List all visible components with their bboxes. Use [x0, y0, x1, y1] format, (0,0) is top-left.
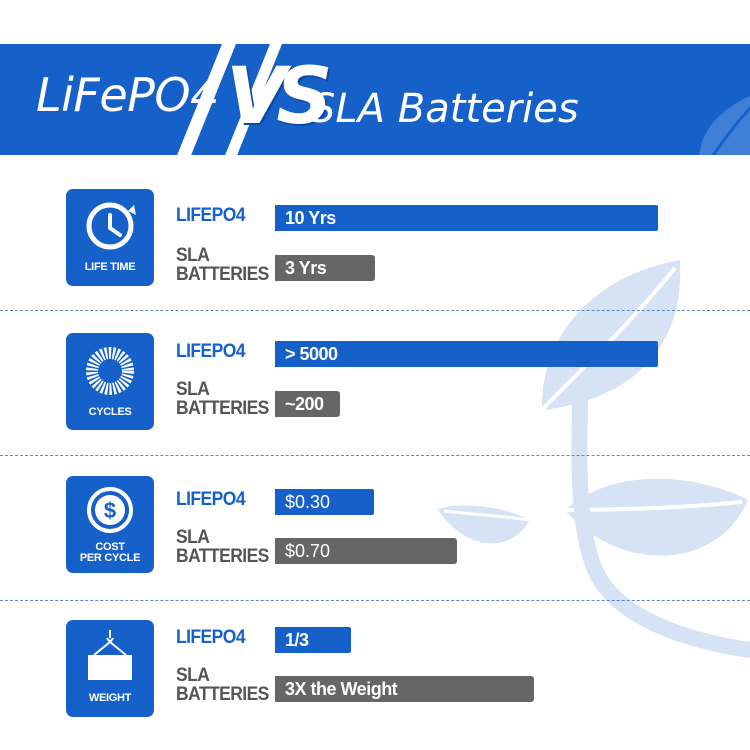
header-title-right: SLA Batteries — [310, 86, 579, 132]
lifepo4-label: LIFEPO4 — [176, 489, 246, 510]
cost-icon-label-line1: COST — [95, 541, 125, 553]
sla-batteries-label: SLA BATTERIES — [176, 379, 269, 419]
row-divider — [0, 455, 750, 456]
lifepo4-label: LIFEPO4 — [176, 627, 246, 648]
lifepo4-cycles-bar: > 5000 — [275, 341, 658, 367]
life-time-tile: LIFE TIME — [66, 189, 154, 286]
sla-life-bar: 3 Yrs — [275, 255, 375, 281]
svg-text:$: $ — [104, 498, 116, 523]
dollar-coin-icon: $ — [87, 487, 133, 533]
cycle-ring-icon — [86, 347, 134, 395]
cycles-icon-label: CYCLES — [88, 406, 132, 418]
clock-icon — [86, 202, 136, 251]
cost-per-cycle-tile: $ COST PER CYCLE — [66, 476, 154, 573]
sla-weight-bar: 3X the Weight — [275, 676, 534, 702]
hanging-weight-icon — [88, 630, 132, 680]
cycles-tile: CYCLES — [66, 333, 154, 430]
row-divider — [0, 310, 750, 311]
sla-batteries-label: SLA BATTERIES — [176, 527, 269, 567]
lifepo4-label: LIFEPO4 — [176, 341, 246, 362]
weight-tile: WEIGHT — [66, 620, 154, 717]
life-time-icon-label: LIFE TIME — [84, 261, 136, 273]
header-banner — [0, 44, 750, 155]
background-leaves-illustration — [438, 260, 750, 658]
lifepo4-label: LIFEPO4 — [176, 205, 246, 226]
lifepo4-life-bar: 10 Yrs — [275, 205, 658, 231]
row-divider — [0, 600, 750, 601]
header-vs-mark: VS — [226, 52, 333, 142]
sla-cost-bar: $0.70 — [275, 538, 457, 564]
leaf-icon — [699, 96, 750, 155]
lifepo4-weight-bar: 1/3 — [275, 627, 351, 653]
sla-cycles-bar: ~200 — [275, 391, 340, 417]
header-title-left: LiFePO4 — [36, 68, 219, 122]
cost-icon-label-line2: PER CYCLE — [79, 552, 141, 564]
weight-icon-label: WEIGHT — [88, 692, 132, 704]
lifepo4-cost-bar: $0.30 — [275, 489, 374, 515]
sla-batteries-label: SLA BATTERIES — [176, 665, 269, 705]
sla-batteries-label: SLA BATTERIES — [176, 245, 269, 285]
